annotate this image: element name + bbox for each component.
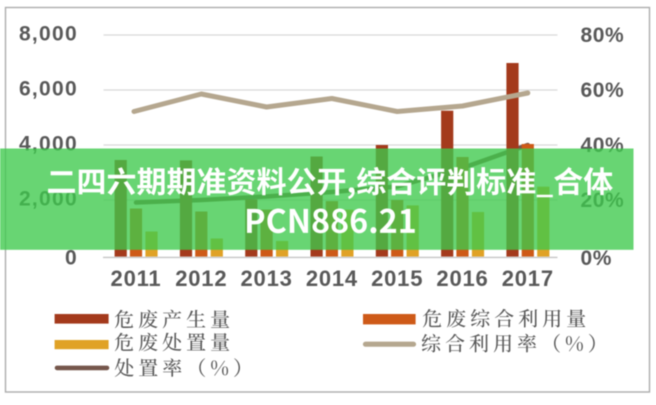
svg-text:2011: 2011 (111, 266, 162, 291)
svg-text:2014: 2014 (306, 266, 358, 291)
svg-text:2012: 2012 (175, 266, 227, 291)
svg-text:2013: 2013 (241, 266, 293, 291)
svg-text:2016: 2016 (436, 266, 488, 291)
svg-text:60%: 60% (581, 79, 625, 102)
svg-text:2017: 2017 (502, 266, 554, 291)
svg-text:0%: 0% (581, 247, 613, 270)
svg-text:2015: 2015 (371, 266, 423, 291)
svg-text:0: 0 (65, 247, 78, 270)
svg-text:6,000: 6,000 (19, 78, 78, 101)
svg-text:80%: 80% (581, 24, 625, 47)
svg-text:8,000: 8,000 (19, 23, 78, 46)
